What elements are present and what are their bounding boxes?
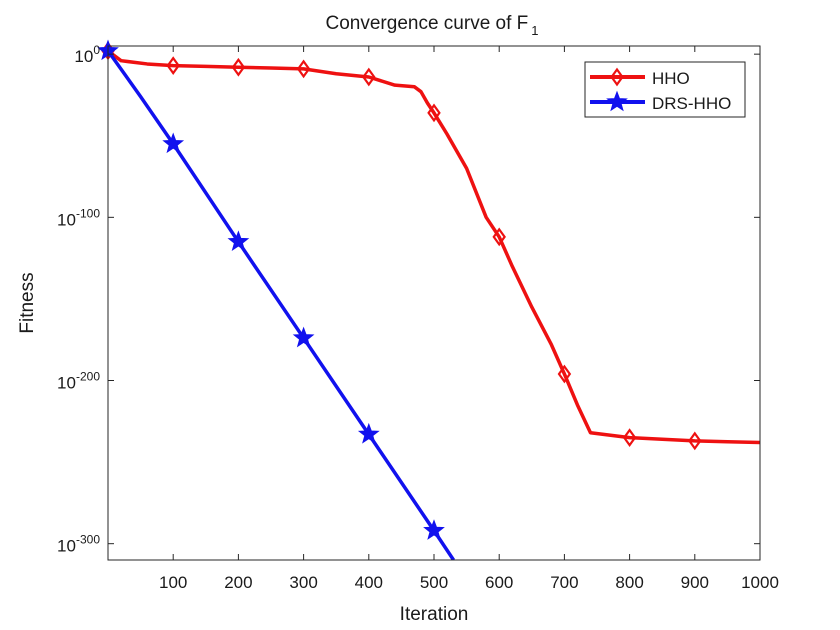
- x-tick-label: 400: [355, 573, 383, 592]
- x-axis: 100 200 300 400 500 600 700 800 900 1000: [159, 46, 779, 592]
- y-axis-label: Fitness: [17, 272, 38, 333]
- y-axis: 100 10-100 10-200 10-300: [57, 43, 760, 556]
- x-tick-label: 700: [550, 573, 578, 592]
- x-tick-label: 100: [159, 573, 187, 592]
- x-tick-label: 500: [420, 573, 448, 592]
- marker-drs-hho: [162, 132, 185, 154]
- series-markers: [97, 39, 702, 540]
- marker-drs-hho: [227, 230, 250, 252]
- series-lines: [108, 49, 760, 560]
- marker-drs-hho: [292, 326, 315, 348]
- x-tick-label: 600: [485, 573, 513, 592]
- marker-hho: [492, 227, 506, 247]
- marker-hho: [427, 103, 441, 123]
- y-tick-label: 10-100: [57, 206, 100, 229]
- legend-marker-drs-hho-shape: [606, 90, 628, 112]
- x-axis-label: Iteration: [400, 604, 469, 625]
- marker-hho: [231, 57, 246, 77]
- marker-hho: [362, 67, 376, 87]
- y-tick-label: 10-200: [57, 370, 100, 393]
- marker-hho: [296, 59, 311, 79]
- legend-marker-hho: [610, 67, 624, 87]
- y-tick-label: 100: [74, 43, 100, 66]
- x-tick-label: 300: [289, 573, 317, 592]
- x-tick-label: 200: [224, 573, 252, 592]
- marker-hho: [557, 364, 572, 384]
- marker-drs-hho: [357, 422, 380, 444]
- legend-marker-drs-hho: [606, 90, 628, 112]
- x-tick-label: 900: [681, 573, 709, 592]
- marker-hho: [688, 431, 702, 451]
- legend-label-hho: HHO: [652, 69, 690, 88]
- series-line-drs-hho: [108, 49, 456, 560]
- y-tick-label: 10-300: [57, 533, 100, 556]
- legend-label-drs-hho: DRS-HHO: [652, 94, 731, 113]
- chart-title-text: Convergence curve of F: [326, 13, 529, 34]
- marker-hho: [166, 56, 180, 75]
- plot-area: [108, 46, 760, 560]
- x-tick-label: 1000: [741, 573, 779, 592]
- legend: HHO DRS-HHO: [584, 61, 746, 118]
- marker-drs-hho: [423, 519, 445, 540]
- legend-marker-hho-shape: [610, 67, 624, 87]
- x-tick-label: 800: [615, 573, 643, 592]
- series-line-hho: [108, 49, 760, 445]
- chart-title-subscript: 1: [531, 23, 538, 38]
- marker-hho: [622, 428, 637, 448]
